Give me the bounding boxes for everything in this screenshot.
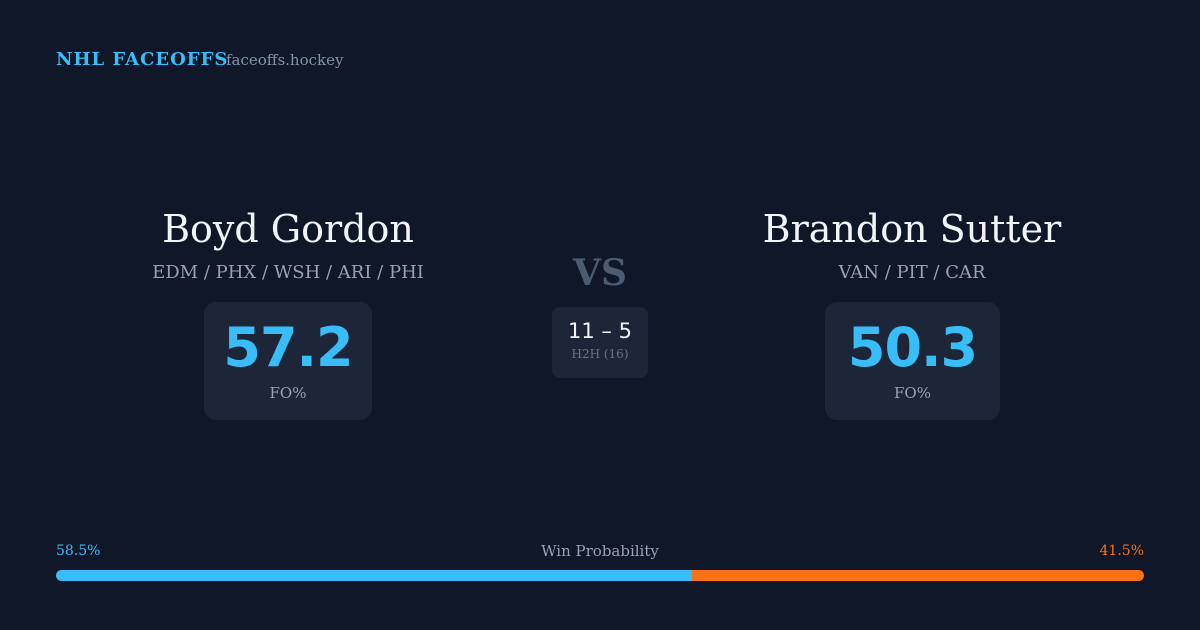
fo-pct: 50.3 [847, 316, 978, 379]
player-teams: EDM / PHX / WSH / ARI / PHI [152, 262, 424, 283]
win-prob-left-bar [56, 570, 693, 581]
win-prob-bar [56, 570, 1144, 581]
site-url: faceoffs.hockey [226, 51, 344, 69]
player-teams: VAN / PIT / CAR [838, 262, 986, 283]
win-prob-right-bar [692, 570, 1144, 581]
h2h-label: H2H (16) [571, 347, 629, 361]
fo-box: 50.3 FO% [825, 302, 1000, 420]
win-prob-left: 58.5% [56, 543, 101, 559]
brand: NHL FACEOFFS [56, 49, 229, 70]
fo-pct: 57.2 [223, 316, 353, 379]
fo-label: FO% [894, 384, 931, 402]
win-prob-title: Win Probability [541, 542, 659, 560]
h2h-box: 11 – 5 H2H (16) [552, 307, 648, 378]
fo-box: 57.2 FO% [204, 302, 372, 420]
fo-label: FO% [269, 384, 307, 402]
vs-label: VS [573, 252, 627, 294]
player-name: Boyd Gordon [162, 207, 414, 251]
win-prob-right: 41.5% [1099, 543, 1144, 559]
player-name: Brandon Sutter [762, 207, 1062, 251]
h2h-record: 11 – 5 [568, 319, 632, 343]
